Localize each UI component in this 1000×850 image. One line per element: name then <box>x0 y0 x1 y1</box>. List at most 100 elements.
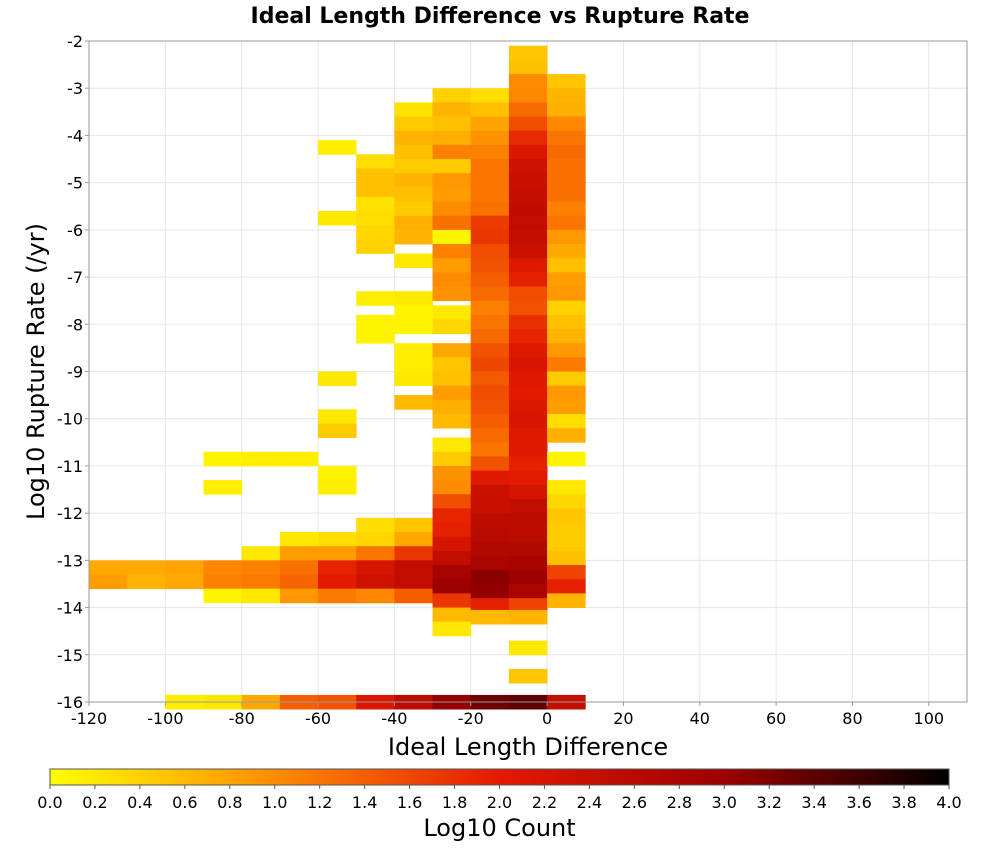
heatmap-cell <box>394 588 433 604</box>
x-tick-label: 40 <box>690 709 710 728</box>
heatmap-cell <box>279 451 319 467</box>
heatmap-cell <box>394 130 433 146</box>
heatmap-cell <box>547 314 586 330</box>
heatmap-cell <box>394 517 433 533</box>
heatmap-cell <box>394 215 433 231</box>
colorbar-tick-label: 2.8 <box>667 793 692 812</box>
heatmap-cell <box>470 555 510 571</box>
heatmap-cell <box>508 244 548 259</box>
heatmap-cell <box>394 159 433 174</box>
heatmap-cell <box>547 536 586 552</box>
heatmap-cell <box>547 229 586 245</box>
heatmap-cell <box>279 546 319 561</box>
heatmap-cell <box>508 173 548 188</box>
colorbar-tick-label: 3.8 <box>891 793 916 812</box>
heatmap-cell <box>432 102 472 117</box>
heatmap-cell <box>318 465 357 481</box>
heatmap-cell <box>356 182 395 198</box>
heatmap-cell <box>432 593 472 608</box>
heatmap-cell <box>394 343 433 358</box>
heatmap-cell <box>432 144 472 160</box>
heatmap-cell <box>356 225 395 240</box>
heatmap-cell <box>394 371 433 387</box>
heatmap-cell <box>508 399 548 415</box>
y-tick-label: -9 <box>67 363 83 382</box>
heatmap-cell <box>547 343 586 358</box>
heatmap-cell <box>432 494 472 509</box>
heatmap-cell <box>547 272 586 287</box>
heatmap-cell <box>470 130 510 146</box>
heatmap-cell <box>547 579 586 594</box>
colorbar-tick-label: 0.0 <box>37 793 62 812</box>
heatmap-cell <box>394 546 433 561</box>
heatmap-cell <box>432 437 472 453</box>
heatmap-cell <box>547 116 586 132</box>
heatmap-cell <box>547 88 586 103</box>
heatmap-cell <box>432 343 472 358</box>
heatmap-cell <box>356 588 395 604</box>
heatmap-cell <box>508 272 548 287</box>
heatmap-cell <box>470 159 510 174</box>
heatmap-cell <box>508 159 548 174</box>
heatmap-cell <box>547 244 586 259</box>
colorbar-tick-label: 1.4 <box>352 793 377 812</box>
heatmap-cell <box>432 215 472 231</box>
x-tick-label: 20 <box>613 709 633 728</box>
heatmap-cell <box>394 574 433 590</box>
heatmap-cell <box>318 560 357 575</box>
heatmap-cell <box>470 357 510 372</box>
heatmap-cell <box>432 244 472 259</box>
heatmap-cell <box>547 215 586 231</box>
heatmap-cell <box>432 607 472 623</box>
heatmap-cell <box>394 357 433 372</box>
y-tick-label: -7 <box>67 268 83 287</box>
x-tick-label: -60 <box>305 709 331 728</box>
heatmap-cell <box>508 286 548 302</box>
heatmap-cell <box>508 442 548 457</box>
y-tick-label: -15 <box>57 646 83 665</box>
heatmap-cell <box>318 546 357 561</box>
x-tick-label: 100 <box>914 709 945 728</box>
heatmap-cell <box>508 116 548 132</box>
heatmap-cell <box>241 588 281 604</box>
heatmap-cell <box>432 399 472 415</box>
heatmap-cell <box>394 253 433 269</box>
y-tick-label: -14 <box>57 599 83 618</box>
heatmap-cell <box>203 588 243 604</box>
heatmap-cell <box>470 399 510 415</box>
heatmap-cell <box>89 574 128 590</box>
heatmap-cell <box>241 560 281 575</box>
heatmap-cell <box>127 560 166 575</box>
colorbar-tick-label: 0.6 <box>172 793 197 812</box>
x-tick-label: -20 <box>458 709 484 728</box>
colorbar-tick-label: 1.6 <box>397 793 422 812</box>
heatmap-cell <box>547 565 586 580</box>
heatmap-cell <box>318 210 357 226</box>
heatmap-cell <box>356 517 395 533</box>
heatmap-cell <box>508 59 548 75</box>
heatmap-cell <box>394 532 433 547</box>
heatmap-cell <box>470 541 510 557</box>
heatmap-cell <box>470 144 510 160</box>
heatmap-cell <box>470 484 510 500</box>
heatmap-cell <box>432 621 472 637</box>
heatmap-cell <box>508 229 548 245</box>
heatmap-cell <box>547 102 586 117</box>
colorbar-tick-label: 0.8 <box>217 793 242 812</box>
heatmap-cell <box>432 173 472 188</box>
y-tick-label: -11 <box>57 457 83 476</box>
heatmap-cell <box>470 527 510 542</box>
heatmap-cell <box>508 456 548 472</box>
heatmap-cell <box>508 300 548 316</box>
heatmap-cell <box>356 154 395 169</box>
heatmap-cell <box>547 451 586 467</box>
heatmap-cell <box>508 668 548 684</box>
y-tick-label: -12 <box>57 504 83 523</box>
heatmap-cell <box>432 357 472 372</box>
heatmap-cell <box>470 300 510 316</box>
x-tick-label: -120 <box>71 709 107 728</box>
heatmap-cell <box>432 229 472 245</box>
y-tick-label: -5 <box>67 174 83 193</box>
heatmap-cell <box>318 532 357 547</box>
heatmap-cell <box>356 239 395 254</box>
